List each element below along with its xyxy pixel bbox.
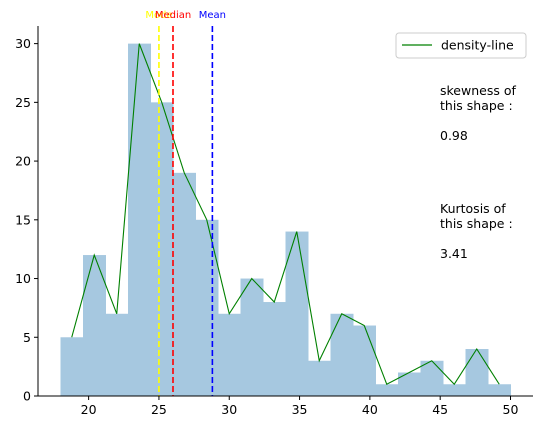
histogram-bar xyxy=(353,325,376,396)
legend-label: density-line xyxy=(441,38,514,53)
histogram-bar xyxy=(330,313,354,396)
histogram-bar xyxy=(218,313,241,396)
histogram-bar xyxy=(285,231,309,396)
y-tick-label: 15 xyxy=(15,212,31,227)
histogram-bar xyxy=(375,384,399,396)
x-tick-label: 35 xyxy=(292,402,308,417)
histogram-bar xyxy=(465,349,489,396)
annotations: skewness of this shape : 0.98 Kurtosis of t… xyxy=(440,83,516,261)
histogram-bar xyxy=(488,384,511,396)
axes: 20 25 30 35 40 45 50 0 5 10 15 20 25 30 xyxy=(15,26,533,417)
histogram-bars xyxy=(60,43,511,396)
histogram-bar xyxy=(105,313,129,396)
x-tick-label: 25 xyxy=(151,402,167,417)
histogram-bar xyxy=(443,384,466,396)
annotation-2: Kurtosis of this shape : 3.41 xyxy=(440,201,513,261)
y-tick-label: 10 xyxy=(15,271,31,286)
x-tick-label: 45 xyxy=(432,402,448,417)
vline-label-median: Median xyxy=(155,10,191,21)
histogram-bar xyxy=(83,255,106,396)
y-tick-label: 20 xyxy=(15,154,31,169)
vline-label-mode: Mode xyxy=(145,10,172,21)
histogram-bar xyxy=(308,360,331,396)
x-tick-label: 50 xyxy=(503,402,519,417)
histogram-bar xyxy=(60,337,84,396)
histogram-bar xyxy=(150,102,174,396)
histogram-bar xyxy=(128,43,151,396)
histogram-bar xyxy=(195,219,219,396)
x-tick-label: 30 xyxy=(221,402,237,417)
y-tick-label: 25 xyxy=(15,95,31,110)
histogram-bar xyxy=(420,360,444,396)
x-tick-label: 20 xyxy=(81,402,97,417)
x-tick-label: 40 xyxy=(362,402,378,417)
y-tick-label: 30 xyxy=(15,36,31,51)
y-tick-label: 0 xyxy=(23,389,31,404)
histogram-bar xyxy=(398,372,421,396)
legend-box xyxy=(395,32,527,59)
histogram-bar xyxy=(263,302,286,396)
density-line-series xyxy=(71,43,500,386)
legend: density-line xyxy=(395,32,527,59)
histogram-bar xyxy=(173,172,196,396)
density-line xyxy=(71,43,500,386)
annotation-1: skewness of this shape : 0.98 xyxy=(440,83,516,143)
histogram-bar xyxy=(240,278,264,396)
y-tick-label: 5 xyxy=(23,330,31,345)
vline-label-mean: Mean xyxy=(199,10,226,21)
